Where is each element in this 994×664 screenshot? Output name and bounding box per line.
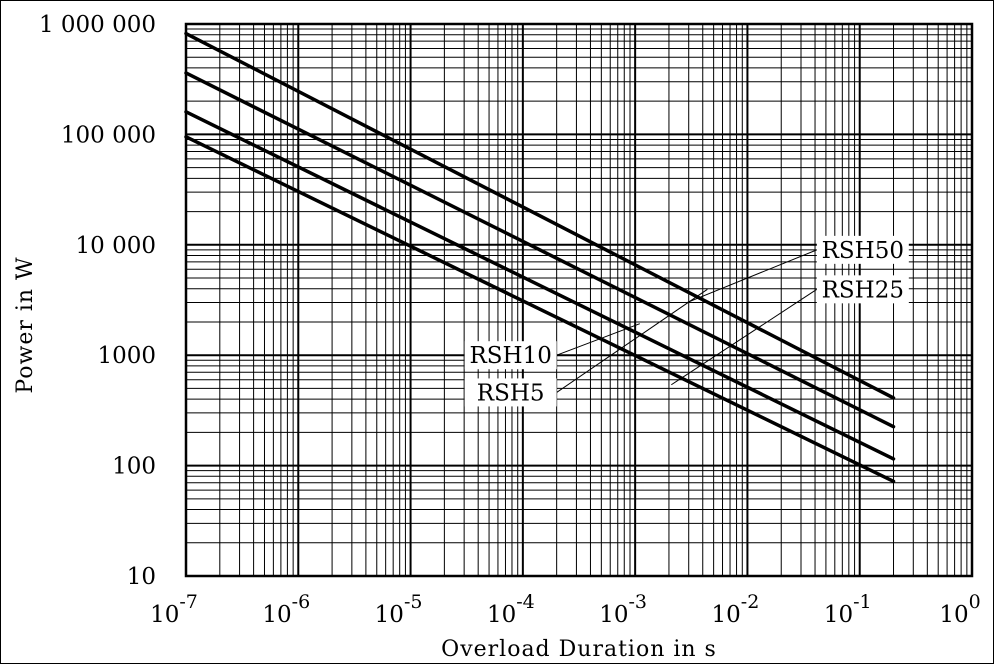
x-axis-title: Overload Duration in s [441, 637, 717, 662]
series-line-rsh10 [184, 110, 896, 461]
y-tick-label: 1000 [97, 343, 156, 369]
series-label-bg-rsh5 [464, 378, 557, 407]
y-tick-label: 10 [127, 564, 156, 590]
series-label-bg-rsh10 [464, 341, 557, 370]
series-label-rsh5: RSH5 [477, 380, 545, 406]
x-tick-label: 10-4 [487, 591, 535, 628]
x-tick-label: 100 [939, 591, 980, 628]
y-tick-label: 100 [112, 454, 156, 480]
x-tick-label: 10-1 [824, 591, 872, 628]
series-line-rsh50 [184, 31, 896, 400]
label-leader-lines [556, 249, 818, 393]
x-tick-label: 10-3 [599, 591, 647, 628]
y-tick-label: 10 000 [76, 233, 156, 259]
leader-line-rsh5 [556, 288, 708, 393]
x-tick-label: 10-5 [375, 591, 423, 628]
y-tick-label: 100 000 [61, 122, 156, 148]
y-tick-label: 1 000 000 [39, 12, 156, 38]
series-label-rsh25: RSH25 [822, 277, 904, 303]
leader-line-rsh25 [671, 288, 818, 386]
x-tick-label: 10-6 [262, 591, 310, 628]
y-axis-title: Power in W [13, 256, 38, 393]
y-tick-labels: 10 100 1000 10 000 100 000 1 000 000 [39, 12, 156, 590]
minor-grid [186, 24, 972, 576]
series-line-rsh25 [184, 71, 896, 429]
series-label-rsh10: RSH10 [469, 343, 551, 369]
x-tick-label: 10-2 [712, 591, 760, 628]
series-line-rsh5 [184, 135, 896, 484]
leader-line-rsh10 [556, 323, 640, 356]
leader-line-rsh50 [686, 249, 818, 303]
series-label-rsh50: RSH50 [822, 238, 904, 264]
x-tick-labels: 10-7 10-6 10-5 10-4 10-3 10-2 10-1 100 [150, 591, 981, 628]
series-label-bg-rsh25 [816, 275, 909, 304]
series-label-bg-rsh50 [816, 235, 909, 264]
major-grid [184, 22, 974, 578]
series-labels: RSH50 RSH25 RSH10 RSH5 [464, 235, 909, 407]
series-lines [184, 31, 896, 484]
x-tick-label: 10-7 [150, 591, 198, 628]
plot-border [184, 22, 974, 578]
